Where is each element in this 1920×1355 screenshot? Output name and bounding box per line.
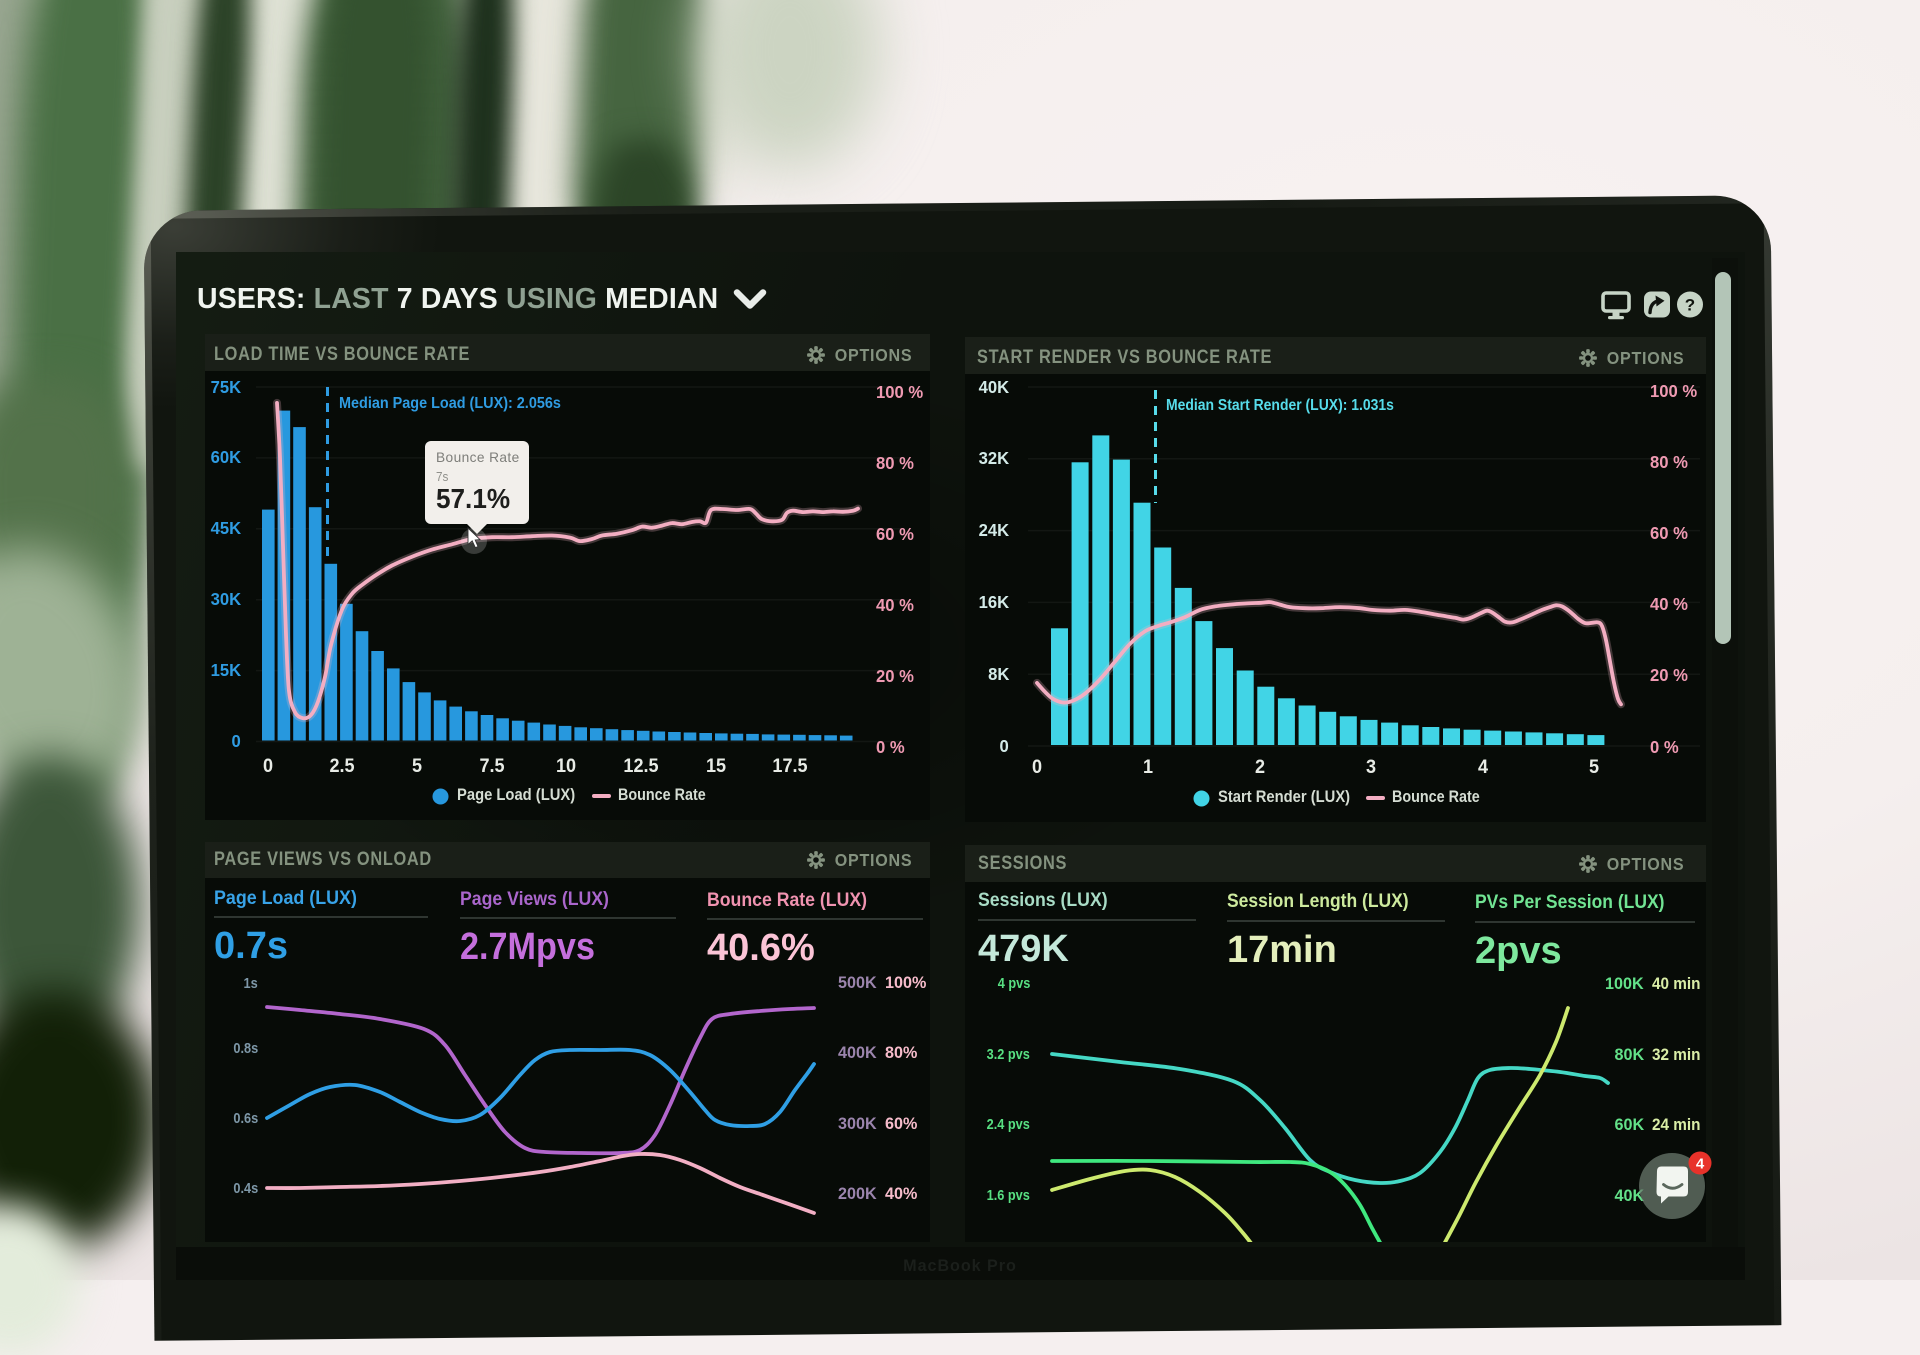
svg-text:?: ?: [1685, 296, 1695, 315]
svg-text:4: 4: [1696, 1156, 1705, 1173]
